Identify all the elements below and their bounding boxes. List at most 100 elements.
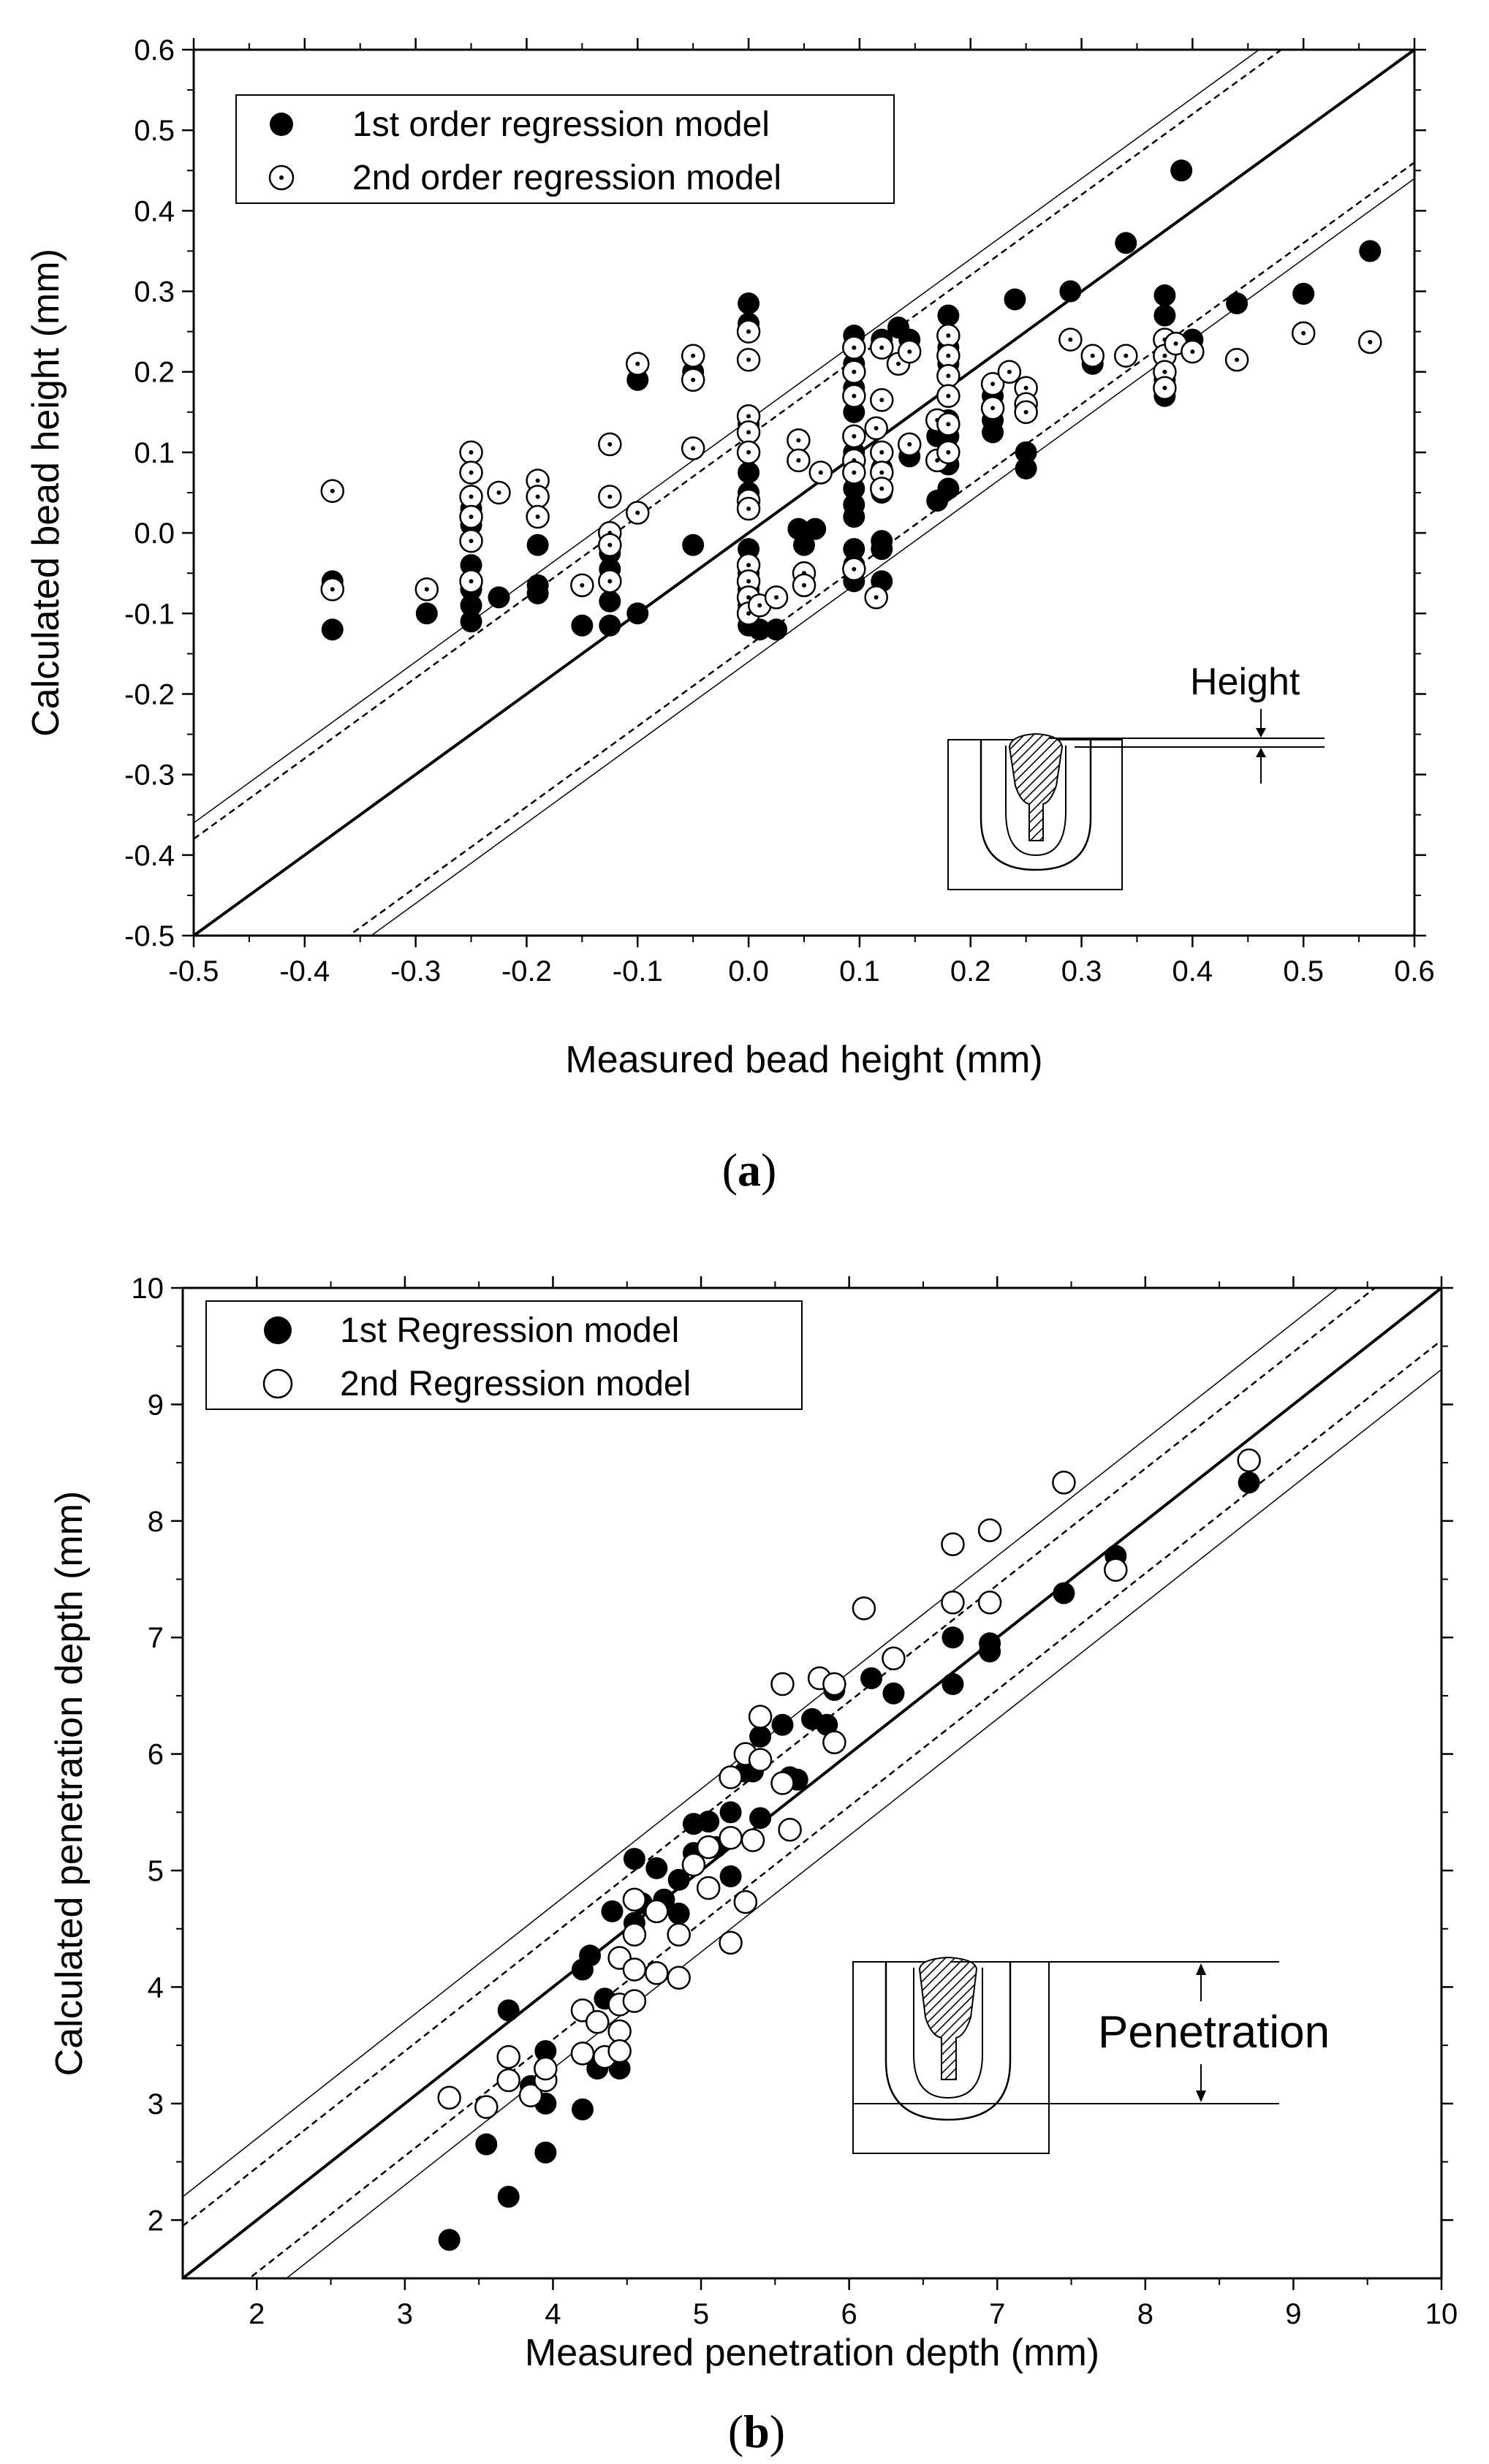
panel-b-point-series-2 [645, 1899, 669, 1924]
panel-b-point-series-2 [1237, 1448, 1261, 1473]
panel-a-legend-label-2nd-order: 2nd order regression model [352, 159, 781, 197]
panel-a-y-tick-label: -0.5 [124, 920, 175, 952]
panel-b-y-tick-label: 6 [148, 1739, 164, 1771]
panel-a-y-tick-label: -0.2 [124, 678, 175, 710]
panel-a-point-series-2-dot [1235, 357, 1240, 363]
panel-a-point-series-1 [738, 292, 760, 315]
panel-b-inset-bead [918, 1956, 978, 2080]
panel-a-point-series-2-dot [1190, 349, 1195, 355]
panel-a-point-series-2-dot [874, 425, 879, 431]
panel-b-legend-label-1st: 1st Regression model [340, 1311, 679, 1350]
panel-a-inset-outer-profile [980, 740, 1092, 871]
panel-a-point-series-2-dot [330, 587, 335, 592]
panel-b-point-series-1 [979, 1640, 1001, 1663]
panel-a-point-series-2-dot [1301, 330, 1306, 336]
panel-b-point-series-1 [771, 1713, 794, 1736]
panel-b-point-series-2 [607, 2019, 632, 2044]
panel-b-point-series-1 [941, 1673, 964, 1695]
panel-a-caption: (a) [722, 1144, 777, 1196]
panel-a-x-tick-label: 0.0 [728, 955, 769, 988]
panel-a-reference-lines [194, 50, 1414, 936]
panel-a-point-series-2-dot [990, 406, 996, 411]
panel-b-point-series-1 [882, 1682, 905, 1705]
panel-a-point-series-1 [626, 602, 649, 625]
panel-b-y-tick-label: 3 [148, 2088, 164, 2120]
panel-a-x-tick-label: -0.4 [279, 955, 330, 988]
panel-b-point-series-2 [719, 1765, 743, 1789]
panel-b-point-series-2 [696, 1876, 721, 1900]
panel-b-legend-marker-1st [264, 1316, 292, 1344]
panel-a-x-tick-label: -0.1 [613, 955, 663, 988]
panel-b-point-series-1 [497, 1999, 520, 2022]
panel-b-inset-arrowhead-top [1196, 1963, 1206, 1975]
panel-a-point-series-2-dot [796, 438, 801, 443]
panel-b-x-tick-label: 8 [1137, 2298, 1153, 2330]
panel-a-point-series-2-dot [1068, 337, 1073, 342]
panel-a-legend: 1st order regression model 2nd order reg… [235, 94, 895, 204]
panel-a-y-tick-label: -0.3 [124, 759, 175, 792]
panel-a-point-series-2-dot [691, 446, 696, 451]
panel-a-point-series-1 [1153, 304, 1176, 327]
panel-a-point-series-2-dot [469, 515, 474, 520]
panel-a-y-tick-label: 0.5 [134, 115, 175, 147]
panel-b-point-series-2 [748, 1705, 773, 1729]
panel-b-legend-label-2nd: 2nd Regression model [340, 1365, 691, 1403]
panel-a-point-series-1 [488, 586, 510, 609]
panel-b-point-series-1 [645, 1857, 668, 1879]
panel-a-point-series-2-dot [469, 494, 474, 499]
panel-b-point-series-1 [719, 1865, 742, 1888]
panel-a-point-series-2-dot [1162, 369, 1167, 374]
panel-a-point-series-1 [804, 518, 827, 540]
panel-a-point-series-1 [571, 614, 594, 637]
panel-a-point-series-2-dot [879, 345, 884, 350]
panel-b-point-series-2 [622, 1989, 647, 2013]
panel-a-point-series-2-dot [580, 583, 585, 588]
panel-a-point-series-2-dot [852, 393, 857, 398]
panel-a-y-axis-label: Calculated bead height (mm) [25, 249, 67, 737]
panel-a-point-series-2-dot [852, 470, 857, 475]
panel-a-point-series-2-dot [879, 486, 884, 491]
panel-b-x-tick-label: 9 [1285, 2298, 1301, 2330]
panel-b-point-series-2 [518, 2083, 543, 2107]
panel-a-point-series-2-dot [946, 353, 951, 358]
panel-a-x-tick-label: 0.5 [1283, 955, 1324, 988]
panel-b-reference-lines [183, 1288, 1441, 2278]
panel-b-penetration-depth-chart: 2 3 4 5 6 7 8 9 10 2 3 4 5 6 7 8 9 10 1st Regression mode… [48, 1273, 1458, 2457]
panel-b-outer-band-line [285, 1368, 1441, 2278]
panel-a-point-series-2-dot [607, 494, 613, 499]
panel-b-inset-inner-profile [913, 1968, 983, 2099]
panel-a-point-series-1 [871, 538, 893, 561]
panel-b-point-series-2 [496, 2044, 520, 2069]
panel-a-point-series-1 [1153, 284, 1176, 307]
panel-b-point-series-2 [681, 1852, 706, 1877]
panel-b-inner-band-line [183, 1288, 1376, 2227]
panel-b-point-series-2 [822, 1672, 846, 1697]
panel-a-weld-inset-diagram: Height [947, 661, 1325, 890]
panel-a-point-series-2-dot [896, 361, 901, 366]
panel-a-point-series-2-dot [746, 579, 751, 584]
panel-a-point-series-2-dot [757, 603, 762, 608]
panel-a-point-series-1 [738, 461, 760, 484]
panel-a-point-series-1 [682, 534, 705, 556]
panel-b-point-series-2 [437, 2085, 461, 2110]
panel-b-point-series-2 [496, 2068, 520, 2093]
panel-a-point-series-2-dot [746, 329, 751, 334]
panel-a-point-series-1 [749, 618, 771, 641]
panel-b-x-tick-label: 10 [1425, 2298, 1458, 2330]
panel-a-legend-marker-2nd-order-dot [279, 175, 284, 180]
panel-a-point-series-1 [1059, 280, 1082, 303]
panel-b-point-series-2 [667, 1965, 691, 1990]
panel-a-point-series-1 [843, 401, 865, 423]
panel-b-point-series-2 [733, 1889, 758, 1914]
panel-b-point-series-2 [645, 1961, 669, 1985]
panel-a-point-series-2-dot [879, 398, 884, 403]
panel-b-x-axis-label: Measured penetration depth (mm) [525, 2332, 1099, 2374]
panel-a-point-series-1 [460, 594, 482, 617]
panel-a-point-series-2-dot [469, 470, 474, 475]
panel-a-x-tick-label: 0.2 [950, 955, 991, 988]
panel-b-point-series-2 [770, 1771, 795, 1795]
panel-a-y-tick-label: 0.0 [134, 518, 175, 550]
panel-b-point-series-1 [941, 1626, 964, 1649]
panel-b-point-series-1 [601, 1900, 624, 1922]
panel-b-point-series-1 [579, 1944, 602, 1967]
